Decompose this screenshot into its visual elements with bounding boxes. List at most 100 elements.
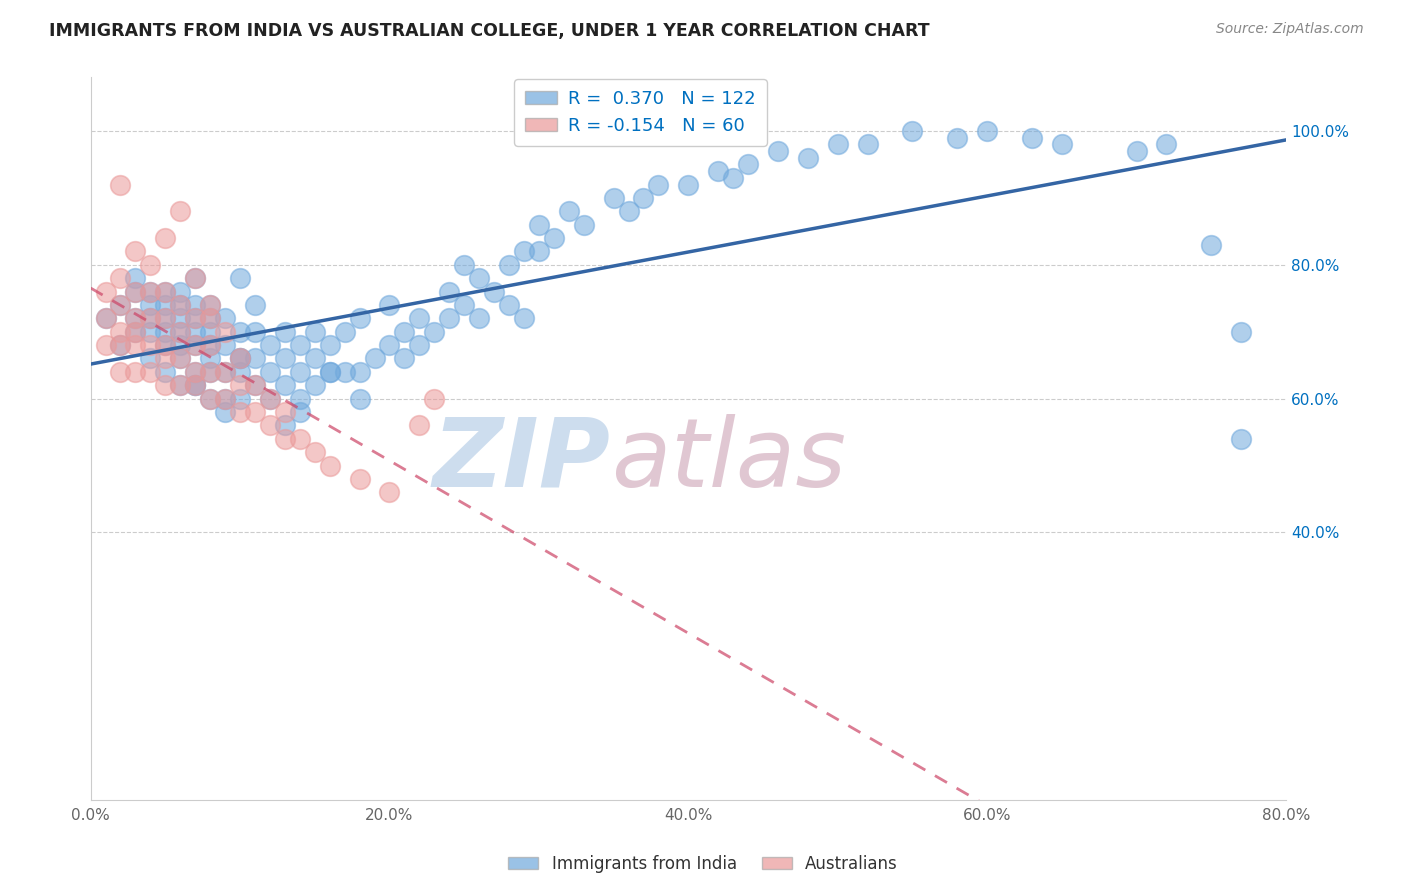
Point bbox=[378, 338, 401, 352]
Point bbox=[110, 271, 132, 285]
Point bbox=[229, 271, 252, 285]
Point bbox=[184, 378, 207, 392]
Point bbox=[169, 298, 191, 312]
Point bbox=[169, 298, 191, 312]
Point bbox=[243, 378, 266, 392]
Point bbox=[198, 311, 221, 326]
Point bbox=[527, 244, 550, 259]
Point bbox=[169, 325, 191, 339]
Point bbox=[527, 218, 550, 232]
Point bbox=[721, 170, 744, 185]
Point bbox=[349, 365, 371, 379]
Point bbox=[94, 311, 117, 326]
Point bbox=[124, 325, 146, 339]
Point bbox=[304, 445, 326, 459]
Point bbox=[259, 338, 281, 352]
Point bbox=[169, 285, 191, 299]
Point bbox=[243, 298, 266, 312]
Point bbox=[198, 365, 221, 379]
Text: Source: ZipAtlas.com: Source: ZipAtlas.com bbox=[1216, 22, 1364, 37]
Text: IMMIGRANTS FROM INDIA VS AUSTRALIAN COLLEGE, UNDER 1 YEAR CORRELATION CHART: IMMIGRANTS FROM INDIA VS AUSTRALIAN COLL… bbox=[49, 22, 929, 40]
Point bbox=[229, 365, 252, 379]
Point bbox=[184, 298, 207, 312]
Point bbox=[333, 365, 356, 379]
Point bbox=[288, 365, 311, 379]
Point bbox=[229, 378, 252, 392]
Point bbox=[229, 351, 252, 366]
Point bbox=[1125, 144, 1147, 158]
Point bbox=[229, 351, 252, 366]
Point bbox=[439, 285, 461, 299]
Point bbox=[139, 365, 162, 379]
Point bbox=[259, 392, 281, 406]
Point bbox=[543, 231, 565, 245]
Point bbox=[94, 285, 117, 299]
Point bbox=[513, 244, 536, 259]
Point bbox=[198, 338, 221, 352]
Point bbox=[363, 351, 385, 366]
Point bbox=[482, 285, 505, 299]
Point bbox=[124, 365, 146, 379]
Point bbox=[229, 325, 252, 339]
Legend: R =  0.370   N = 122, R = -0.154   N = 60: R = 0.370 N = 122, R = -0.154 N = 60 bbox=[515, 79, 766, 146]
Point bbox=[617, 204, 640, 219]
Point bbox=[214, 311, 236, 326]
Point bbox=[274, 418, 297, 433]
Point bbox=[139, 325, 162, 339]
Point bbox=[139, 311, 162, 326]
Point bbox=[394, 351, 416, 366]
Point bbox=[184, 338, 207, 352]
Point bbox=[139, 311, 162, 326]
Point bbox=[184, 271, 207, 285]
Point bbox=[274, 378, 297, 392]
Point bbox=[124, 311, 146, 326]
Point bbox=[139, 285, 162, 299]
Point bbox=[155, 338, 177, 352]
Point bbox=[110, 338, 132, 352]
Point bbox=[198, 325, 221, 339]
Point bbox=[198, 298, 221, 312]
Point bbox=[184, 311, 207, 326]
Point bbox=[288, 338, 311, 352]
Point bbox=[827, 137, 849, 152]
Point bbox=[423, 325, 446, 339]
Point bbox=[198, 392, 221, 406]
Point bbox=[214, 392, 236, 406]
Point bbox=[155, 285, 177, 299]
Point bbox=[349, 311, 371, 326]
Point bbox=[124, 285, 146, 299]
Point bbox=[394, 325, 416, 339]
Point bbox=[214, 338, 236, 352]
Point bbox=[169, 351, 191, 366]
Point bbox=[198, 351, 221, 366]
Point bbox=[110, 365, 132, 379]
Point bbox=[198, 338, 221, 352]
Point bbox=[169, 378, 191, 392]
Point bbox=[304, 351, 326, 366]
Point bbox=[229, 351, 252, 366]
Point bbox=[856, 137, 879, 152]
Point bbox=[468, 311, 491, 326]
Point bbox=[243, 405, 266, 419]
Point bbox=[155, 351, 177, 366]
Point bbox=[184, 271, 207, 285]
Point bbox=[155, 231, 177, 245]
Point bbox=[155, 311, 177, 326]
Point bbox=[198, 298, 221, 312]
Point bbox=[408, 338, 430, 352]
Point bbox=[946, 130, 969, 145]
Point bbox=[707, 164, 730, 178]
Point bbox=[976, 124, 998, 138]
Point bbox=[229, 392, 252, 406]
Point bbox=[94, 338, 117, 352]
Point bbox=[124, 244, 146, 259]
Point bbox=[1050, 137, 1073, 152]
Point bbox=[737, 157, 759, 171]
Point bbox=[155, 285, 177, 299]
Point bbox=[214, 365, 236, 379]
Point bbox=[901, 124, 924, 138]
Point bbox=[318, 338, 340, 352]
Point bbox=[139, 258, 162, 272]
Point bbox=[333, 325, 356, 339]
Point bbox=[198, 365, 221, 379]
